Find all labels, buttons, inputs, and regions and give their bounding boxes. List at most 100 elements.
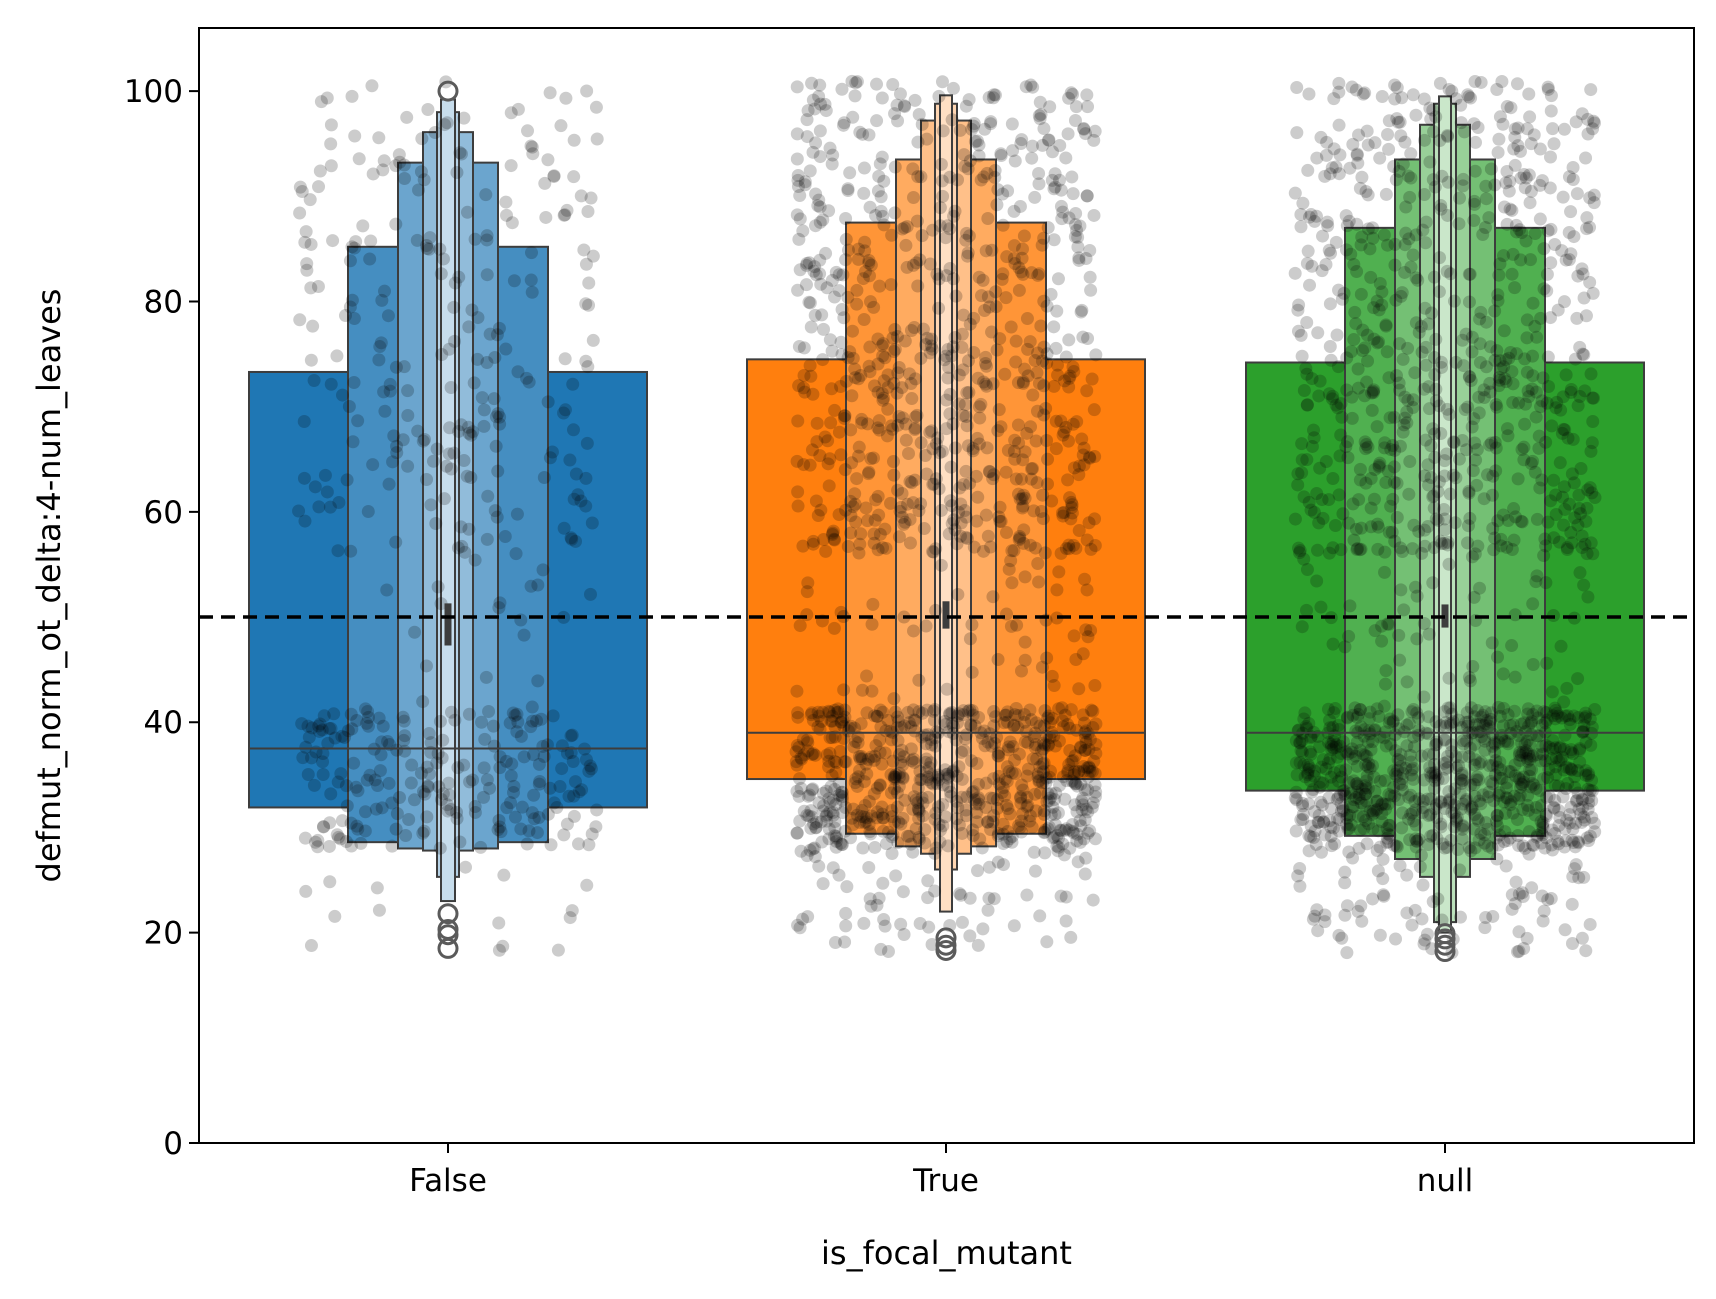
data-point [1036, 512, 1050, 526]
data-point [579, 297, 593, 311]
data-point [524, 720, 538, 734]
data-point [1530, 830, 1544, 844]
data-point [936, 124, 950, 138]
data-point [1301, 244, 1315, 258]
data-point [1077, 764, 1091, 778]
data-point [558, 403, 572, 417]
data-point [1508, 670, 1522, 684]
data-point [1505, 365, 1519, 379]
data-point [1505, 267, 1519, 281]
data-point [1424, 439, 1438, 453]
data-point [1495, 75, 1509, 89]
data-point [849, 772, 863, 786]
data-point [1373, 456, 1387, 470]
data-point [1554, 403, 1568, 417]
data-point [822, 822, 836, 836]
data-point [1488, 353, 1502, 367]
data-point [828, 814, 842, 828]
data-point [1324, 737, 1338, 751]
data-point [511, 102, 525, 116]
data-point [1523, 763, 1537, 777]
data-point [479, 188, 493, 202]
data-point [526, 714, 540, 728]
data-point [1058, 792, 1072, 806]
data-point [1055, 701, 1069, 715]
data-point [846, 324, 860, 338]
data-point [880, 429, 894, 443]
data-point [813, 124, 827, 138]
data-point [1581, 769, 1595, 783]
data-point [1036, 138, 1050, 152]
data-point [417, 824, 431, 838]
data-point [306, 319, 320, 333]
data-point [1522, 719, 1536, 733]
data-point [870, 709, 884, 723]
y-tick-label: 100 [124, 74, 183, 110]
data-point [1061, 766, 1075, 780]
data-point [1437, 537, 1451, 551]
data-point [1565, 536, 1579, 550]
data-point [462, 522, 476, 536]
data-point [890, 800, 904, 814]
data-point [1420, 792, 1434, 806]
data-point [1388, 258, 1402, 272]
data-point [1552, 803, 1566, 817]
data-point [1469, 135, 1483, 149]
data-point [912, 107, 926, 121]
data-point [1066, 818, 1080, 832]
data-point [972, 270, 986, 284]
data-point [1016, 375, 1030, 389]
data-point [1535, 740, 1549, 754]
data-point [1506, 395, 1520, 409]
data-point [848, 721, 862, 735]
data-point [850, 472, 864, 486]
data-point [1030, 366, 1044, 380]
data-point [1370, 336, 1384, 350]
data-point [1393, 541, 1407, 555]
data-point [1427, 351, 1441, 365]
data-point [1407, 702, 1421, 716]
data-point [1565, 467, 1579, 481]
data-point [1545, 752, 1559, 766]
data-point [1455, 822, 1469, 836]
data-point [945, 499, 959, 513]
data-point [589, 820, 603, 834]
data-point [401, 459, 415, 473]
data-point [1079, 252, 1093, 266]
data-point [1379, 475, 1393, 489]
data-point [1576, 793, 1590, 807]
data-point [793, 212, 807, 226]
data-point [839, 374, 853, 388]
data-point [858, 265, 872, 279]
data-point [1078, 782, 1092, 796]
data-point [852, 440, 866, 454]
data-point [1474, 797, 1488, 811]
data-point [823, 141, 837, 155]
data-point [423, 767, 437, 781]
data-point [918, 823, 932, 837]
data-point [909, 410, 923, 424]
data-point [1456, 172, 1470, 186]
data-point [1473, 581, 1487, 595]
data-point [1395, 783, 1409, 797]
data-point [1005, 830, 1019, 844]
data-point [1080, 384, 1094, 398]
data-point [1548, 701, 1562, 715]
data-point [1372, 303, 1386, 317]
data-point [853, 763, 867, 777]
data-point [524, 273, 538, 287]
data-point [972, 797, 986, 811]
data-point [1460, 734, 1474, 748]
x-tick-label: True [912, 1163, 979, 1199]
data-point [1427, 541, 1441, 555]
data-point [822, 479, 836, 493]
data-point [854, 749, 868, 763]
data-point [414, 766, 428, 780]
data-point [825, 731, 839, 745]
data-point [948, 204, 962, 218]
data-point [1319, 455, 1333, 469]
data-point [990, 198, 1004, 212]
data-point [1421, 458, 1435, 472]
data-point [1026, 752, 1040, 766]
data-point [810, 815, 824, 829]
